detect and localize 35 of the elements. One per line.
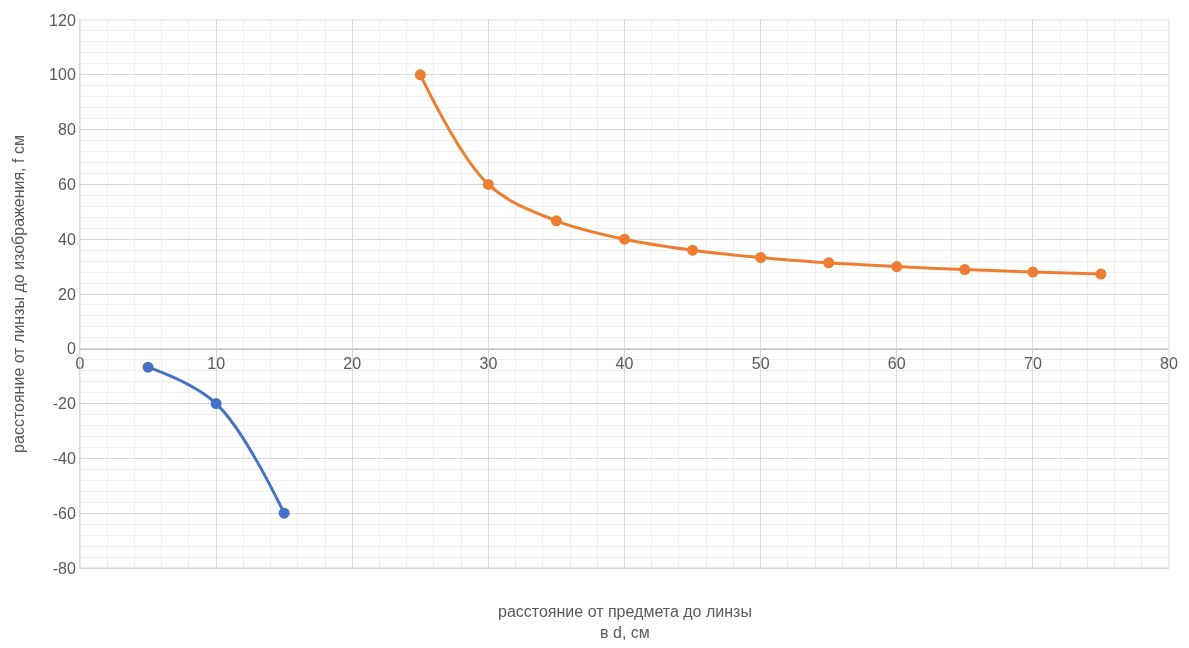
point [210, 398, 222, 410]
point [482, 178, 494, 190]
y-tick-label: 0 [66, 340, 76, 358]
x-tick-label: 10 [207, 355, 226, 372]
y-tick-label: -40 [52, 450, 76, 467]
point [891, 261, 903, 273]
point [959, 264, 971, 276]
y-tick-label: 120 [49, 11, 76, 29]
point [755, 252, 767, 264]
point [687, 244, 699, 256]
x-axis-title: расстояние от предмета до линзы в d, см [498, 603, 752, 641]
point [1027, 266, 1039, 278]
point [278, 507, 290, 519]
y-tick-label: 60 [58, 176, 76, 193]
y-tick-label: -60 [52, 504, 76, 522]
x-tick-label: 40 [615, 355, 634, 372]
point [619, 233, 630, 245]
y-tick-label: -20 [52, 395, 76, 413]
point [823, 257, 835, 269]
y-tick-label: 20 [58, 285, 76, 303]
y-axis-title: расстояние от линзы до изображения, f см [10, 135, 27, 453]
x-tick-label: 20 [343, 355, 362, 372]
x-tick-label: 60 [887, 355, 906, 372]
y-tick-label: 80 [58, 121, 76, 139]
x-tick-label: 50 [751, 355, 770, 372]
y-tick-label: 40 [58, 230, 76, 248]
x-tick-label: 70 [1023, 355, 1042, 372]
y-tick-label: -80 [52, 559, 76, 577]
x-tick-label: 80 [1160, 355, 1178, 372]
x-tick-label: 30 [479, 355, 498, 372]
point [550, 215, 562, 227]
y-tick-label: 100 [49, 66, 76, 84]
point [1095, 268, 1107, 280]
point [142, 361, 154, 373]
point [414, 69, 426, 81]
